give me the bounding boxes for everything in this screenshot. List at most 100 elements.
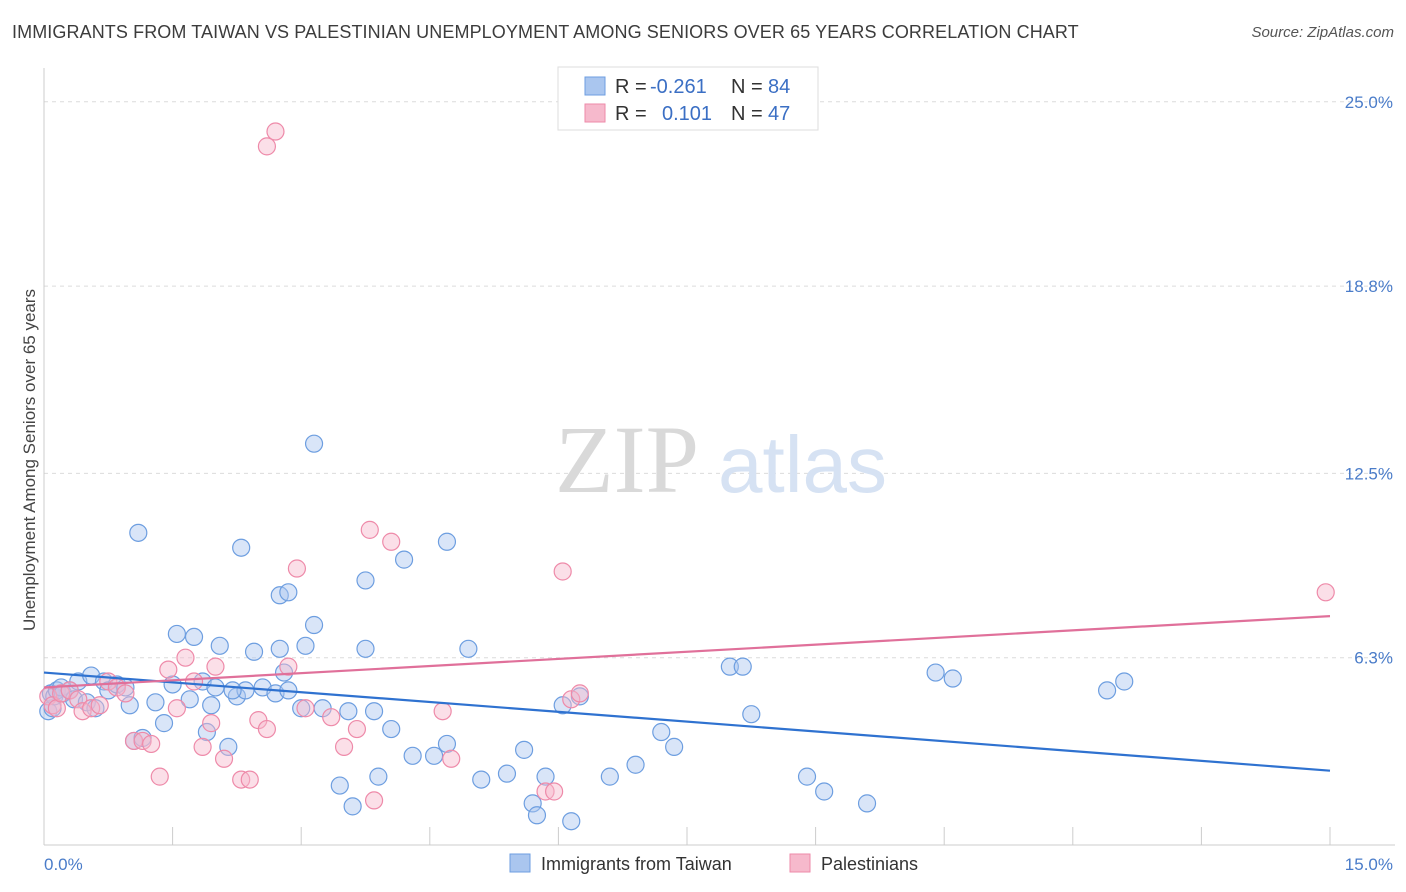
palestinians-point-34 (360, 520, 379, 539)
palestinians-point-16 (159, 660, 178, 679)
taiwan-point-69 (733, 657, 752, 676)
palestinians-point-38 (442, 749, 461, 768)
taiwan-point-76 (1097, 681, 1117, 700)
palestinians-point-40 (545, 782, 564, 801)
axes (43, 68, 1395, 846)
y-tick-label-1: 12.5% (1345, 464, 1393, 483)
taiwan-point-84 (437, 532, 457, 551)
taiwan-point-73 (857, 794, 877, 813)
taiwan-point-41 (296, 636, 315, 655)
stats-legend-swatch-pink (584, 103, 606, 123)
series-legend-label-taiwan: Immigrants from Taiwan (541, 854, 732, 874)
chart-title: IMMIGRANTS FROM TAIWAN VS PALESTINIAN UN… (12, 22, 1079, 42)
taiwan-point-60 (536, 767, 555, 786)
taiwan-point-58 (523, 794, 542, 813)
stats-legend-swatch-blue (584, 76, 606, 96)
y-axis-label: Unemployment Among Seniors over 65 years (20, 289, 39, 631)
taiwan-point-20 (146, 693, 165, 712)
taiwan-point-54 (459, 639, 478, 658)
taiwan-point-79 (232, 538, 251, 557)
taiwan-point-68 (720, 657, 739, 676)
palestinians-point-30 (296, 699, 315, 718)
palestinians-point-21 (202, 714, 221, 733)
series-legend-label-palestinians: Palestinians (821, 854, 918, 874)
stats-legend-n-value-2: 47 (768, 103, 790, 125)
y-tick-labels: 6.3% 12.5% 18.8% 25.0% (1345, 93, 1393, 668)
palestinians-point-25 (240, 770, 259, 789)
palestinians-point-28 (279, 657, 298, 676)
taiwan-point-80 (304, 434, 324, 453)
y-tick-label-0: 6.3% (1354, 649, 1393, 668)
stats-legend-r-value-2: 0.101 (662, 103, 712, 125)
stats-legend-r-value-1: -0.261 (650, 76, 707, 98)
taiwan-point-50 (382, 719, 401, 739)
palestinians-point-18 (176, 648, 195, 667)
palestinians-point-23 (214, 749, 234, 768)
palestinians-point-33 (347, 719, 367, 739)
taiwan-point-25 (184, 627, 204, 646)
stats-legend-r-label-1: R = (615, 76, 647, 98)
taiwan-point-42 (304, 615, 324, 635)
taiwan-point-57 (515, 740, 534, 759)
taiwan-point-67 (665, 737, 684, 756)
x-tick-labels: 0.0% 15.0% (44, 855, 1393, 874)
palestinians-point-14 (142, 734, 161, 754)
stats-legend-n-value-1: 84 (768, 76, 790, 98)
series-legend-swatch-taiwan (509, 853, 531, 873)
taiwan-point-40 (292, 699, 311, 718)
palestinians-point-46 (266, 122, 285, 141)
palestinians-point-22 (206, 657, 225, 676)
taiwan-point-28 (202, 696, 221, 715)
series-palestinians-points (39, 122, 1335, 810)
taiwan-point-44 (330, 776, 349, 795)
taiwan-point-33 (236, 681, 255, 700)
watermark-zip: ZIP (555, 406, 699, 513)
x-tick-label-0: 0.0% (44, 855, 83, 874)
x-tick-label-1: 15.0% (1345, 855, 1393, 874)
taiwan-point-30 (210, 636, 229, 655)
palestinians-trend-line (43, 614, 1331, 689)
taiwan-point-70 (742, 705, 761, 724)
taiwan-point-47 (356, 639, 375, 658)
palestinians-point-44 (1316, 583, 1335, 602)
trend-lines (43, 614, 1331, 772)
taiwan-point-29 (206, 678, 225, 697)
taiwan-point-24 (180, 690, 199, 709)
taiwan-point-21 (154, 714, 174, 733)
taiwan-point-55 (472, 770, 491, 789)
taiwan-trend-line (43, 671, 1331, 772)
taiwan-point-23 (167, 624, 186, 644)
taiwan-point-78 (129, 523, 148, 542)
series-legend: Immigrants from Taiwan Palestinians (509, 853, 918, 874)
taiwan-point-48 (364, 702, 384, 721)
palestinians-point-32 (334, 737, 354, 756)
series-taiwan-points (39, 434, 1134, 831)
source-label: Source: ZipAtlas.com (1251, 24, 1394, 41)
taiwan-point-53 (437, 734, 457, 754)
taiwan-point-74 (926, 663, 945, 682)
taiwan-point-46 (343, 797, 362, 816)
taiwan-point-75 (943, 669, 962, 688)
taiwan-point-27 (197, 722, 216, 742)
taiwan-point-65 (626, 755, 645, 774)
taiwan-point-86 (223, 681, 242, 700)
taiwan-point-64 (600, 767, 619, 786)
taiwan-point-71 (797, 767, 817, 786)
palestinians-point-37 (433, 702, 452, 721)
taiwan-point-85 (356, 571, 375, 590)
taiwan-point-31 (219, 737, 238, 756)
palestinians-point-36 (382, 532, 401, 551)
watermark-atlas: atlas (718, 420, 887, 509)
taiwan-point-51 (403, 746, 422, 765)
palestinians-point-43 (570, 684, 589, 703)
palestinians-point-5 (69, 690, 88, 709)
palestinians-point-8 (90, 696, 109, 715)
y-tick-label-2: 18.8% (1345, 277, 1393, 296)
taiwan-point-49 (369, 767, 388, 786)
taiwan-point-17 (120, 696, 139, 715)
taiwan-point-62 (562, 812, 581, 831)
taiwan-point-82 (279, 583, 298, 602)
palestinians-point-20 (193, 737, 212, 756)
y-tick-label-3: 25.0% (1345, 93, 1393, 112)
